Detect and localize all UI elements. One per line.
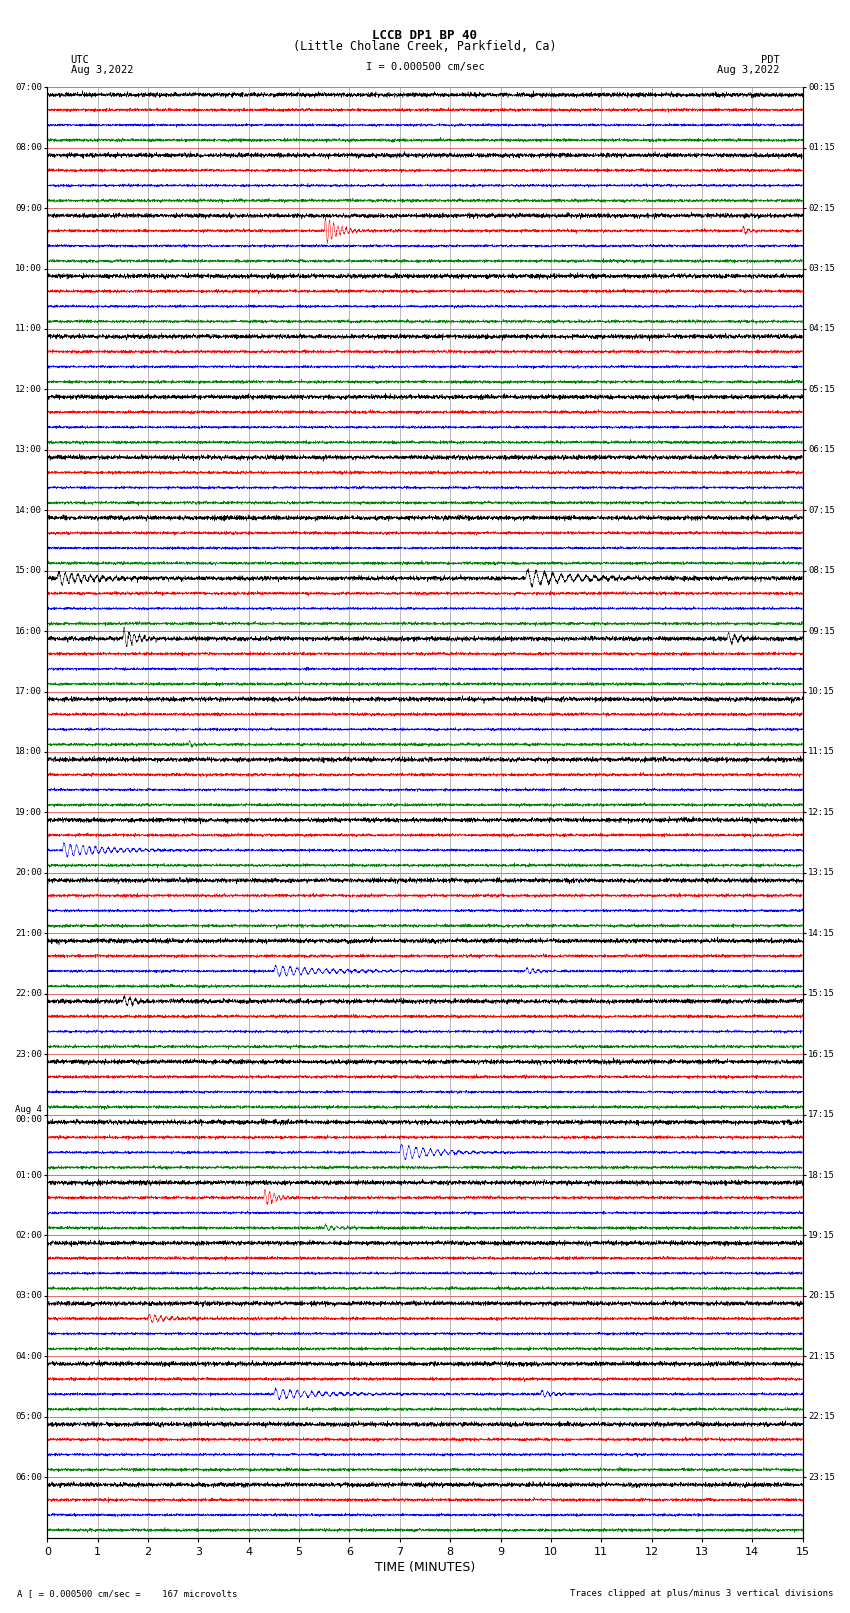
Text: PDT: PDT xyxy=(761,55,779,65)
Text: Traces clipped at plus/minus 3 vertical divisions: Traces clipped at plus/minus 3 vertical … xyxy=(570,1589,833,1598)
Text: LCCB DP1 BP 40: LCCB DP1 BP 40 xyxy=(372,29,478,42)
Text: (Little Cholane Creek, Parkfield, Ca): (Little Cholane Creek, Parkfield, Ca) xyxy=(293,40,557,53)
Text: UTC: UTC xyxy=(71,55,89,65)
Text: I = 0.000500 cm/sec: I = 0.000500 cm/sec xyxy=(366,63,484,73)
X-axis label: TIME (MINUTES): TIME (MINUTES) xyxy=(375,1561,475,1574)
Text: Aug 3,2022: Aug 3,2022 xyxy=(717,65,779,74)
Text: A [ = 0.000500 cm/sec =    167 microvolts: A [ = 0.000500 cm/sec = 167 microvolts xyxy=(17,1589,237,1598)
Text: Aug 3,2022: Aug 3,2022 xyxy=(71,65,133,74)
